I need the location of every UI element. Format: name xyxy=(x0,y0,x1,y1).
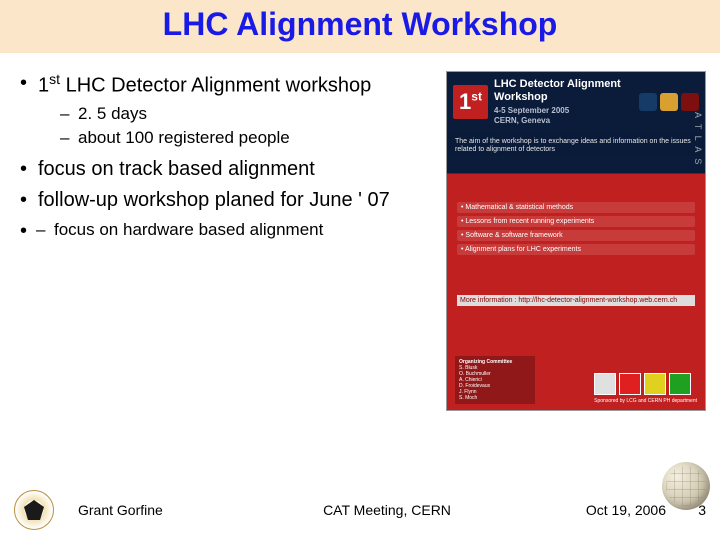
poster-heading: LHC Detector Alignment Workshop 4-5 Sept… xyxy=(494,78,621,126)
poster-point-1: • Mathematical & statistical methods xyxy=(457,202,695,213)
poster-point-3: • Software & software framework xyxy=(457,230,695,241)
poster-point-4: • Alignment plans for LHC experiments xyxy=(457,244,695,255)
footer-slide-number: 3 xyxy=(676,502,706,518)
workshop-poster: 1st LHC Detector Alignment Workshop 4-5 … xyxy=(446,71,706,411)
footer-author: Grant Gorfine xyxy=(78,502,238,518)
poster-ordinal-suf: st xyxy=(471,89,482,103)
poster-footer: Organizing Committee S. Blusk O. Buchmul… xyxy=(455,356,697,404)
slide-title: LHC Alignment Workshop xyxy=(0,6,720,43)
footer-date: Oct 19, 2006 xyxy=(536,502,666,518)
poster-committee: Organizing Committee S. Blusk O. Buchmul… xyxy=(455,356,535,404)
poster-place: CERN, Geneva xyxy=(494,116,550,125)
poster-body: • Mathematical & statistical methods • L… xyxy=(457,202,695,309)
poster-dates: 4-5 September 2005 CERN, Geneva xyxy=(494,106,621,125)
poster-logo-1 xyxy=(639,93,657,111)
flogo-4 xyxy=(669,373,691,395)
bullet-list: 1st LHC Detector Alignment workshop 2. 5… xyxy=(14,71,436,241)
ordinal-suffix: st xyxy=(49,71,60,87)
bullet-column: 1st LHC Detector Alignment workshop 2. 5… xyxy=(14,71,446,411)
bullet-1: 1st LHC Detector Alignment workshop 2. 5… xyxy=(14,71,436,149)
poster-heading-2: Workshop xyxy=(494,91,621,104)
poster-logo-3 xyxy=(681,93,699,111)
title-bar: LHC Alignment Workshop xyxy=(0,0,720,53)
sub-3a: focus on hardware based alignment xyxy=(14,219,436,241)
poster-ordinal-num: 1 xyxy=(459,89,471,114)
ordinal-number: 1 xyxy=(38,75,49,97)
sub-1b: about 100 registered people xyxy=(38,127,436,149)
bullet-1-text: LHC Detector Alignment workshop xyxy=(60,75,371,97)
poster-ordinal: 1st xyxy=(453,85,488,119)
bullet-3-sublist: focus on hardware based alignment xyxy=(14,219,436,241)
poster-foot-logos xyxy=(594,373,697,395)
footer-meeting: CAT Meeting, CERN xyxy=(238,502,536,518)
sub-1a: 2. 5 days xyxy=(38,103,436,125)
university-crest-icon xyxy=(14,490,54,530)
poster-logo-2 xyxy=(660,93,678,111)
content-area: 1st LHC Detector Alignment workshop 2. 5… xyxy=(0,53,720,411)
poster-vertical-label: A T L A S xyxy=(693,112,703,166)
flogo-3 xyxy=(644,373,666,395)
flogo-2 xyxy=(619,373,641,395)
bullet-1-sublist: 2. 5 days about 100 registered people xyxy=(38,103,436,149)
poster-logos xyxy=(639,93,699,111)
slide-footer: Grant Gorfine CAT Meeting, CERN Oct 19, … xyxy=(0,490,720,530)
committee-body: S. Blusk O. Buchmuller A. Chierici D. Fr… xyxy=(459,365,531,401)
flogo-1 xyxy=(594,373,616,395)
poster-date: 4-5 September 2005 xyxy=(494,106,569,115)
bullet-3-sub-wrap: focus on hardware based alignment xyxy=(14,219,436,241)
poster-blurb: The aim of the workshop is to exchange i… xyxy=(447,132,705,157)
poster-sponsor: Sponsored by LCG and CERN PH department xyxy=(594,398,697,404)
poster-header: 1st LHC Detector Alignment Workshop 4-5 … xyxy=(447,72,705,132)
poster-info-url: More information : http://lhc-detector-a… xyxy=(457,295,695,306)
bullet-2: focus on track based alignment xyxy=(14,157,436,182)
poster-point-2: • Lessons from recent running experiment… xyxy=(457,216,695,227)
bullet-3: follow-up workshop planed for June ' 07 xyxy=(14,188,436,213)
poster-foot-right: Sponsored by LCG and CERN PH department xyxy=(594,373,697,404)
poster-heading-1: LHC Detector Alignment xyxy=(494,78,621,91)
